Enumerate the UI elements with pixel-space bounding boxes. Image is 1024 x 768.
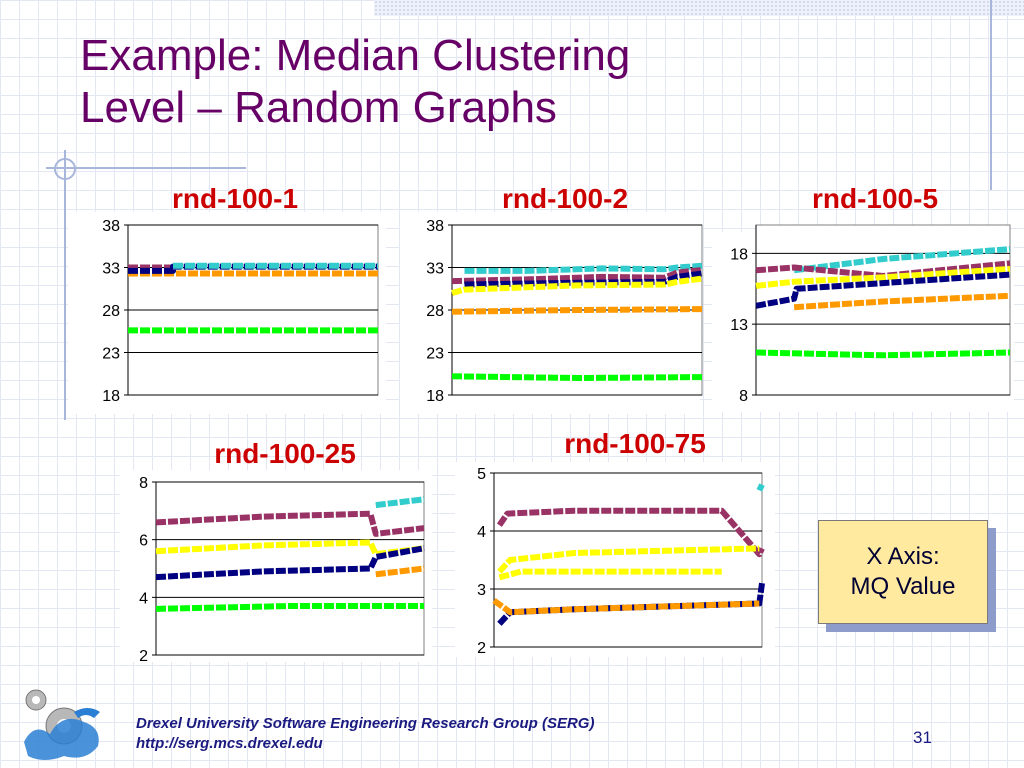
series-line [451,373,703,381]
y-tick-label: 18 [730,246,748,263]
series-line [793,292,1011,311]
chart-title: rnd-100-25 [214,438,356,469]
y-tick-label: 8 [739,388,748,405]
y-tick-label: 33 [102,261,120,278]
chart-title: rnd-100-5 [811,183,939,214]
series-line [498,568,722,581]
y-tick-label: 23 [426,346,444,363]
series-line [375,496,425,509]
serg-logo-gear-dragon-icon [24,689,100,760]
y-tick-label: 18 [426,388,444,405]
x-axis-callout: X Axis: MQ Value [818,520,988,624]
y-tick-label: 13 [730,317,748,334]
y-tick-label: 28 [426,303,444,320]
series-line [451,275,703,296]
y-tick-label: 38 [426,218,444,235]
y-tick-label: 2 [477,640,486,657]
slide-title: Example: Median Clustering Level – Rando… [80,30,840,134]
decorative-ring [54,158,76,180]
y-tick-label: 4 [477,524,486,541]
footer: Drexel University Software Engineering R… [136,714,594,754]
y-tick-label: 6 [139,533,148,550]
page-number: 31 [913,728,932,747]
decorative-header-strip [374,0,1024,16]
callout-line-2: MQ Value [850,573,956,600]
series-line [755,265,1011,289]
y-tick-label: 5 [477,466,486,483]
series-line [755,349,1011,359]
footer-organization: Drexel University Software Engineering R… [136,715,595,732]
y-tick-label: 2 [139,648,148,665]
series-line [464,262,703,274]
chart-title: rnd-100-2 [501,183,629,214]
y-tick-label: 4 [139,590,148,607]
slide-title-line-2: Level – Random Graphs [80,83,557,132]
y-tick-label: 38 [102,218,120,235]
y-tick-label: 18 [102,388,120,405]
slide-title-line-1: Example: Median Clustering [80,31,631,80]
decorative-vertical-line [990,0,992,190]
series-line [496,507,765,558]
series-line [451,306,703,315]
series-line [793,246,1011,274]
series-line [492,598,760,616]
callout-line-1: X Axis: [866,543,940,570]
chart-title: rnd-100-75 [564,428,706,459]
y-tick-label: 23 [102,346,120,363]
chart-title: rnd-100-1 [171,183,299,214]
series-line [756,483,765,492]
series-line [375,565,425,578]
series-line [155,603,424,612]
y-tick-label: 33 [426,261,444,278]
y-tick-label: 3 [477,582,486,599]
footer-url[interactable]: http://serg.mcs.drexel.edu [136,735,323,752]
series-line [155,545,425,581]
series-line [451,267,703,285]
series-line [497,545,760,574]
series-line [755,271,1011,309]
decorative-vertical-line-left [64,150,66,420]
decorative-horizontal-line [46,167,246,169]
y-tick-label: 8 [139,475,148,492]
y-tick-label: 28 [102,303,120,320]
series-line [755,260,1011,279]
